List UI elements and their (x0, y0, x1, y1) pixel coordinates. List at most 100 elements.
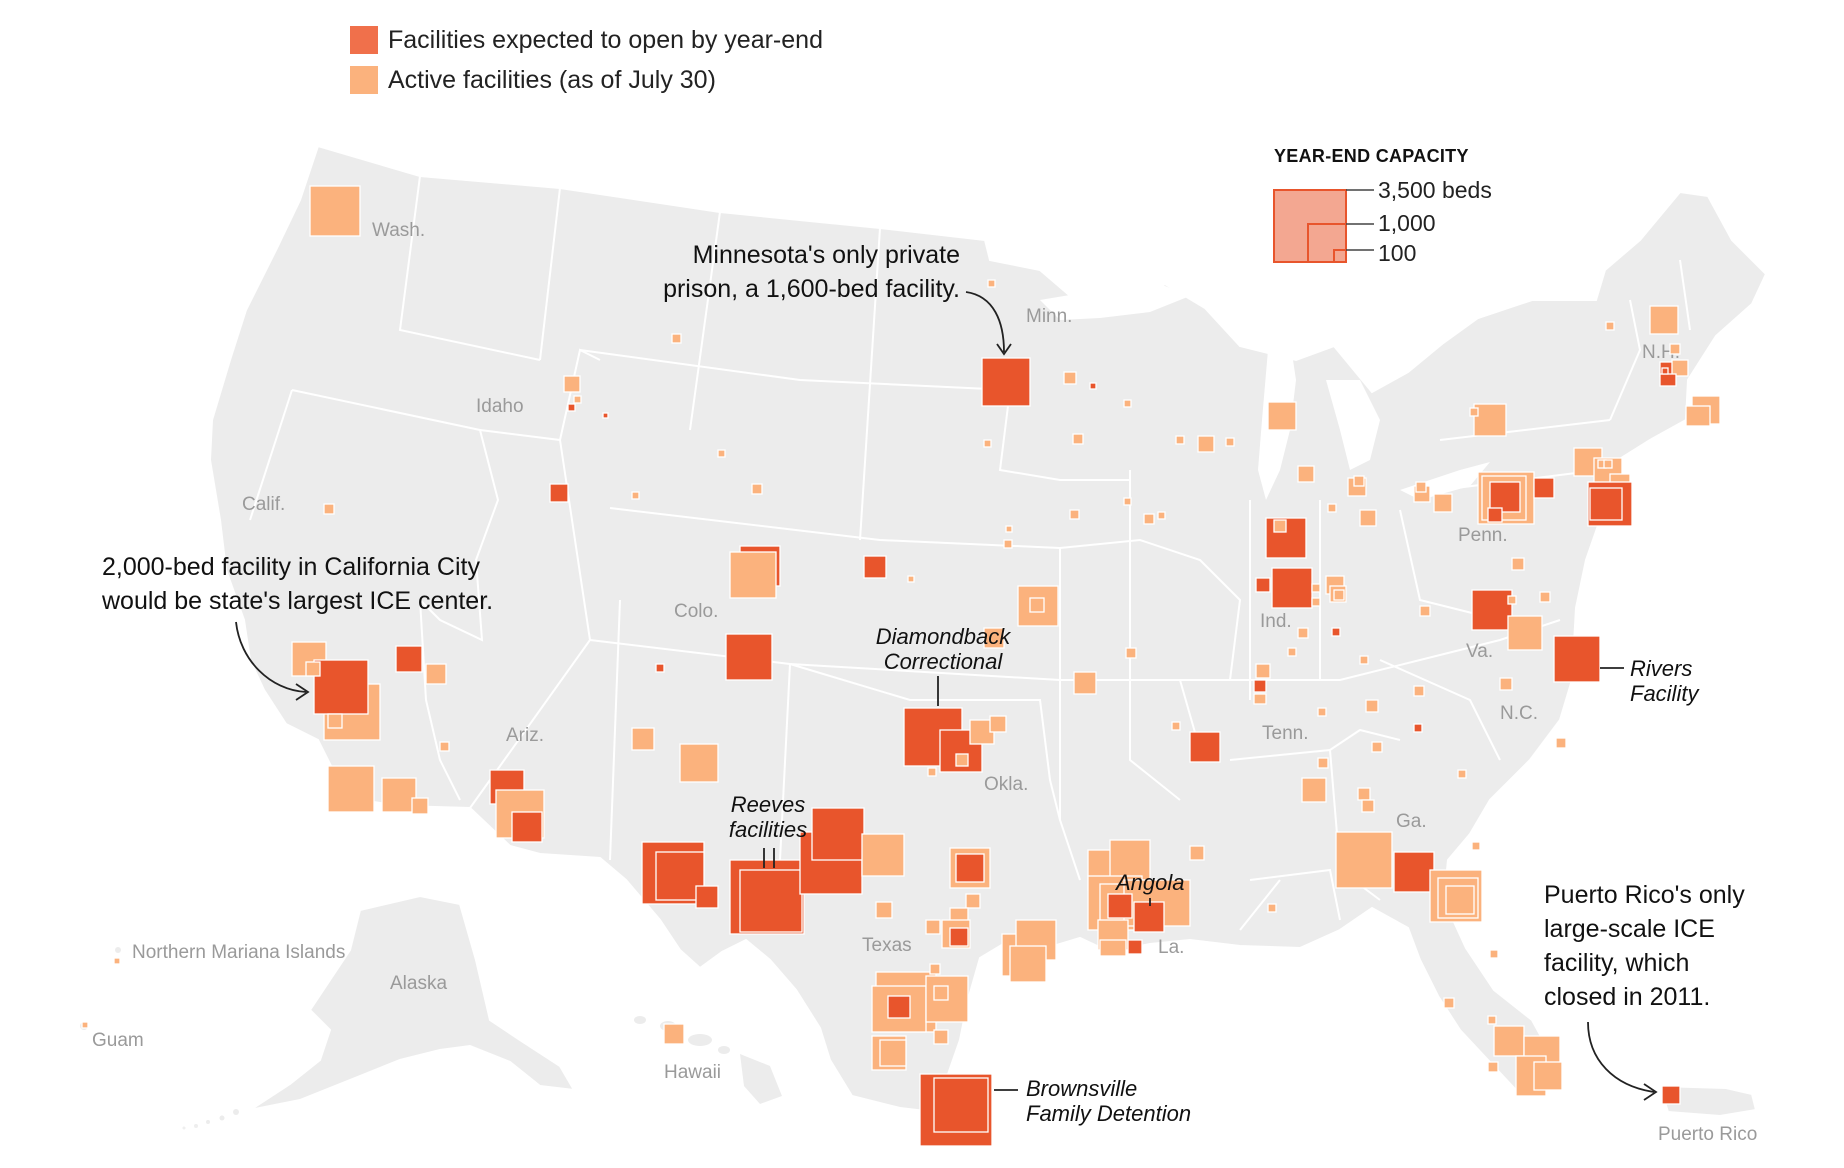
facility-marker-active[interactable] (1189, 845, 1205, 861)
facility-marker-year-end[interactable] (1393, 851, 1435, 893)
facility-marker-active[interactable] (1297, 465, 1315, 483)
facility-marker-active[interactable] (1253, 693, 1267, 705)
facility-marker-year-end[interactable] (949, 927, 969, 947)
facility-marker-active[interactable] (1685, 405, 1711, 427)
facility-marker-active[interactable] (1539, 591, 1551, 603)
facility-marker-active[interactable] (1493, 1025, 1525, 1057)
facility-marker-active[interactable] (1487, 1015, 1497, 1025)
facility-marker-active[interactable] (1255, 663, 1271, 679)
facility-marker-active[interactable] (1333, 589, 1345, 601)
facility-marker-active[interactable] (1649, 305, 1679, 335)
facility-marker-active[interactable] (1507, 615, 1543, 651)
facility-marker-year-end[interactable] (1661, 367, 1669, 375)
facility-marker-year-end[interactable] (549, 483, 569, 503)
facility-marker-active[interactable] (1335, 831, 1393, 889)
facility-marker-active[interactable] (1003, 539, 1013, 549)
facility-marker-active[interactable] (327, 765, 375, 813)
facility-marker-active[interactable] (425, 663, 447, 685)
facility-marker-active[interactable] (679, 743, 719, 783)
facility-marker-year-end[interactable] (695, 885, 719, 909)
facility-marker-active[interactable] (1365, 699, 1379, 713)
facility-marker-year-end[interactable] (739, 869, 803, 933)
facility-marker-active[interactable] (1297, 627, 1309, 639)
facility-marker-year-end[interactable] (1413, 723, 1423, 733)
facility-marker-active[interactable] (1603, 459, 1613, 469)
facility-marker-active[interactable] (411, 797, 429, 815)
facility-marker-active[interactable] (965, 893, 981, 909)
facility-marker-active[interactable] (1287, 647, 1297, 657)
facility-marker-active[interactable] (439, 741, 450, 752)
facility-marker-year-end[interactable] (567, 403, 576, 412)
facility-marker-year-end[interactable] (1661, 1085, 1681, 1105)
facility-marker-active[interactable] (1123, 399, 1132, 408)
facility-marker-active[interactable] (1433, 493, 1453, 513)
facility-marker-year-end[interactable] (1489, 481, 1521, 513)
facility-marker-active[interactable] (1123, 497, 1132, 506)
facility-marker-active[interactable] (1605, 321, 1615, 331)
facility-marker-year-end[interactable] (1471, 589, 1513, 631)
facility-marker-active[interactable] (1669, 343, 1681, 355)
facility-marker-active[interactable] (1009, 945, 1047, 983)
facility-marker-active[interactable] (989, 715, 1007, 733)
facility-marker-active[interactable] (1029, 597, 1045, 613)
facility-marker-active[interactable] (729, 551, 777, 599)
facility-marker-active[interactable] (875, 901, 893, 919)
facility-marker-year-end[interactable] (955, 853, 985, 883)
facility-marker-active[interactable] (987, 279, 996, 288)
facility-marker-active[interactable] (1317, 757, 1329, 769)
facility-marker-active[interactable] (879, 1039, 907, 1067)
facility-marker-year-end[interactable] (981, 357, 1031, 407)
facility-marker-year-end[interactable] (511, 811, 543, 843)
facility-marker-active[interactable] (563, 375, 581, 393)
facility-marker-active[interactable] (1125, 647, 1137, 659)
facility-marker-active[interactable] (751, 483, 763, 495)
facility-marker-active[interactable] (717, 449, 726, 458)
facility-marker-year-end[interactable] (725, 633, 773, 681)
facility-marker-year-end[interactable] (933, 1077, 989, 1133)
facility-marker-year-end[interactable] (863, 555, 887, 579)
facility-marker-active[interactable] (1143, 513, 1155, 525)
facility-marker-active[interactable] (1069, 509, 1080, 520)
facility-marker-active[interactable] (327, 713, 343, 729)
facility-marker-active[interactable] (1017, 585, 1059, 627)
facility-marker-active[interactable] (1063, 371, 1077, 385)
facility-marker-year-end[interactable] (1487, 507, 1503, 523)
facility-marker-active[interactable] (1157, 511, 1166, 520)
facility-marker-active[interactable] (1197, 435, 1215, 453)
facility-marker-active[interactable] (955, 753, 969, 767)
facility-marker-active[interactable] (933, 1029, 949, 1045)
facility-marker-active[interactable] (1311, 597, 1321, 607)
facility-marker-active[interactable] (1357, 787, 1371, 801)
facility-marker-year-end[interactable] (1553, 635, 1601, 683)
facility-marker-active[interactable] (1473, 403, 1507, 437)
facility-marker-active[interactable] (1301, 777, 1327, 803)
facility-marker-active[interactable] (933, 985, 949, 1001)
facility-marker-year-end[interactable] (1533, 477, 1555, 499)
facility-marker-year-end[interactable] (1271, 567, 1313, 609)
facility-marker-active[interactable] (1419, 605, 1431, 617)
facility-marker-active[interactable] (81, 1021, 89, 1029)
facility-marker-active[interactable] (1225, 437, 1235, 447)
facility-marker-year-end[interactable] (1189, 731, 1221, 763)
facility-marker-year-end[interactable] (655, 663, 665, 673)
facility-marker-active[interactable] (1175, 435, 1185, 445)
facility-marker-active[interactable] (1361, 799, 1375, 813)
facility-marker-active[interactable] (1317, 707, 1327, 717)
facility-marker-active[interactable] (1273, 519, 1287, 533)
facility-marker-active[interactable] (631, 727, 655, 751)
facility-marker-active[interactable] (907, 575, 915, 583)
facility-marker-active[interactable] (1327, 503, 1337, 513)
facility-marker-active[interactable] (1445, 885, 1475, 915)
facility-marker-active[interactable] (1457, 769, 1467, 779)
facility-marker-active[interactable] (1469, 407, 1479, 417)
facility-marker-active[interactable] (1267, 401, 1297, 431)
facility-marker-active[interactable] (1073, 671, 1097, 695)
facility-marker-year-end[interactable] (1089, 382, 1097, 390)
facility-marker-year-end[interactable] (1127, 939, 1143, 955)
facility-marker-active[interactable] (1499, 677, 1513, 691)
facility-marker-active[interactable] (1359, 509, 1377, 527)
facility-marker-active[interactable] (1443, 997, 1455, 1009)
facility-marker-active[interactable] (113, 957, 121, 965)
facility-marker-year-end[interactable] (395, 645, 423, 673)
facility-marker-active[interactable] (861, 833, 905, 877)
